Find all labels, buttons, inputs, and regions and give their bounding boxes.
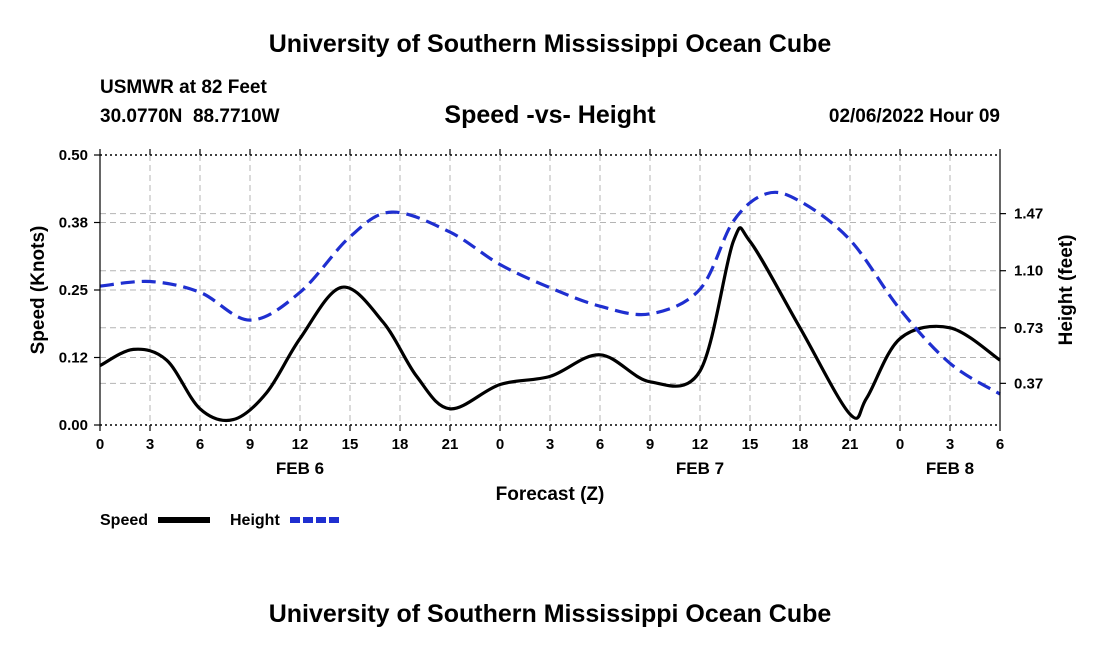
x-tick-label: 9 — [646, 436, 654, 453]
x-tick-label: 6 — [596, 436, 604, 453]
x-tick-label: 3 — [946, 436, 954, 453]
y-axis-title: Speed (Knots) — [28, 226, 49, 355]
x-tick-label: 3 — [146, 436, 154, 453]
y2-tick-label: 1.47 — [1014, 206, 1043, 223]
y-tick-label: 0.50 — [59, 147, 88, 164]
speed-series-line — [99, 226, 1001, 423]
x-tick-label: 21 — [442, 436, 459, 453]
x-tick-label: 3 — [546, 436, 554, 453]
legend-label: Height — [230, 512, 280, 529]
y2-tick-label: 1.10 — [1014, 263, 1043, 280]
x-tick-label: 15 — [742, 436, 759, 453]
legend-label: Speed — [100, 512, 148, 529]
grid-layer — [100, 155, 1000, 425]
axes-layer — [94, 149, 1006, 431]
x-tick-label: 6 — [196, 436, 204, 453]
height-series-line — [99, 190, 1001, 396]
footer-title: University of Southern Mississippi Ocean… — [268, 600, 832, 628]
x-tick-label: 9 — [246, 436, 254, 453]
labels-layer: 0 3 6 9 12 15 18 21 0 3 6 9 12 15 18 21 0 3 6 0.00 0.12 0.25 0… — [28, 147, 1077, 505]
x-tick-label: 0 — [896, 436, 904, 453]
coordinates-label: 30.0770N 88.7710W — [100, 106, 280, 127]
x-tick-label: 6 — [996, 436, 1004, 453]
y-tick-label: 0.38 — [59, 215, 88, 232]
x-tick-label: 12 — [692, 436, 709, 453]
y2-tick-label: 0.73 — [1014, 320, 1043, 337]
day-label: FEB 8 — [926, 459, 974, 478]
chart-title: Speed -vs- Height — [444, 101, 656, 129]
page-title: University of Southern Mississippi Ocean… — [268, 30, 832, 58]
series-layer — [99, 190, 1001, 423]
y2-axis-title: Height (feet) — [1056, 235, 1077, 346]
x-tick-label: 12 — [292, 436, 309, 453]
day-label: FEB 7 — [676, 459, 724, 478]
y-tick-label: 0.25 — [59, 282, 88, 299]
y-tick-label: 0.12 — [59, 350, 88, 367]
legend-layer: Speed Height — [100, 512, 342, 529]
x-tick-label: 0 — [496, 436, 504, 453]
x-axis-title: Forecast (Z) — [496, 484, 605, 505]
y2-tick-label: 0.37 — [1014, 375, 1043, 392]
forecast-datetime: 02/06/2022 Hour 09 — [828, 106, 1000, 127]
y-tick-label: 0.00 — [59, 417, 88, 434]
x-tick-label: 0 — [96, 436, 104, 453]
day-label: FEB 6 — [276, 459, 324, 478]
station-label: USMWR at 82 Feet — [100, 77, 267, 98]
x-tick-label: 18 — [792, 436, 809, 453]
x-tick-label: 18 — [392, 436, 409, 453]
x-tick-label: 15 — [342, 436, 359, 453]
x-tick-label: 21 — [842, 436, 859, 453]
